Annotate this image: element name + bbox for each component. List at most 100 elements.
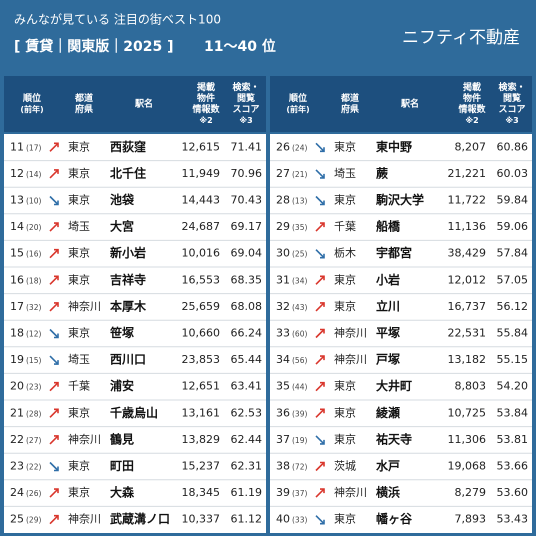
rank: 29: [276, 220, 290, 233]
trend-arrow-head: [320, 253, 325, 259]
previous-rank: (16): [26, 250, 41, 259]
previous-rank: (12): [26, 330, 41, 339]
score: 63.41: [231, 380, 263, 393]
prefecture: 神奈川: [68, 512, 101, 526]
score: 53.66: [497, 460, 529, 473]
prefecture: 東京: [68, 193, 90, 207]
trend-arrow: [315, 275, 325, 285]
previous-rank: (20): [26, 223, 41, 232]
rank: 15: [10, 247, 24, 260]
listings: 13,829: [182, 433, 221, 446]
score: 60.03: [497, 167, 529, 180]
rank: 19: [10, 353, 24, 366]
prefecture: 東京: [334, 405, 356, 419]
trend-arrow-head: [320, 200, 325, 206]
previous-rank: (29): [26, 516, 41, 525]
prefecture: 東京: [334, 272, 356, 286]
prefecture: 栃木: [334, 246, 356, 260]
trend-arrow: [49, 169, 59, 179]
station: 千歳烏山: [110, 405, 158, 420]
previous-rank: (60): [292, 330, 307, 339]
station: 町田: [110, 459, 134, 473]
previous-rank: (19): [292, 436, 307, 445]
column-header: 府県: [341, 103, 359, 115]
previous-rank: (37): [292, 489, 307, 498]
rank: 14: [10, 220, 24, 233]
trend-arrow-head: [54, 514, 59, 520]
trend-arrow-head: [54, 333, 59, 339]
trend-arrow-head: [54, 435, 59, 440]
column-header: 閲覧: [503, 92, 521, 104]
listings: 19,068: [448, 460, 487, 473]
listings: 10,016: [182, 247, 221, 260]
score: 53.60: [497, 486, 529, 499]
trend-arrow: [315, 435, 325, 445]
trend-arrow-head: [54, 275, 59, 281]
trend-arrow-head: [54, 466, 59, 472]
previous-rank: (33): [292, 516, 307, 525]
prefecture: 東京: [68, 459, 90, 473]
previous-rank: (18): [26, 276, 41, 285]
score: 53.84: [497, 406, 529, 419]
prefecture: 埼玉: [68, 352, 90, 366]
prefecture: 千葉: [334, 219, 356, 233]
prefecture: 茨城: [334, 459, 356, 473]
previous-rank: (34): [292, 276, 307, 285]
listings: 11,306: [448, 433, 487, 446]
trend-arrow: [49, 142, 59, 152]
listings: 7,893: [455, 513, 487, 526]
edition: [ 賃貸｜関東版｜2025 ]: [14, 38, 174, 55]
rank: 22: [10, 433, 24, 446]
previous-rank: (10): [26, 197, 41, 206]
trend-arrow-head: [54, 488, 59, 494]
rank: 16: [10, 273, 24, 286]
station: 浦安: [110, 378, 134, 393]
trend-arrow: [315, 382, 325, 392]
trend-arrow: [49, 435, 59, 445]
trend-arrow-head: [54, 381, 59, 387]
column-header: 順位: [288, 92, 307, 104]
trend-arrow: [49, 355, 59, 365]
rank: 18: [10, 327, 24, 340]
rank: 39: [276, 486, 290, 499]
rank: 31: [276, 273, 290, 286]
listings: 12,615: [182, 140, 221, 153]
column-header: (前年): [286, 104, 309, 114]
listings: 13,161: [182, 406, 221, 419]
column-header: (前年): [20, 104, 43, 114]
prefecture: 東京: [68, 485, 90, 499]
score: 66.24: [231, 327, 263, 340]
column-header: 府県: [75, 103, 93, 115]
trend-arrow-head: [320, 328, 325, 334]
score: 54.20: [497, 380, 529, 393]
listings: 12,651: [182, 380, 221, 393]
listings: 11,722: [448, 194, 487, 207]
trend-arrow-head: [320, 302, 325, 307]
trend-arrow-head: [320, 461, 325, 467]
table-header: [4, 76, 266, 132]
trend-arrow-head: [320, 381, 325, 387]
listings: 15,237: [182, 460, 221, 473]
station: 西荻窪: [110, 139, 146, 154]
previous-rank: (27): [26, 436, 41, 445]
trend-arrow: [49, 488, 59, 498]
score: 59.84: [497, 194, 529, 207]
listings: 8,207: [455, 140, 487, 153]
rank: 26: [276, 140, 290, 153]
listings: 10,725: [448, 406, 487, 419]
trend-arrow: [315, 461, 325, 472]
prefecture: 東京: [68, 139, 90, 153]
trend-arrow-head: [54, 142, 59, 148]
station: 小岩: [376, 272, 400, 287]
previous-rank: (14): [26, 170, 41, 179]
column-header: 情報数: [457, 103, 486, 115]
trend-arrow: [49, 515, 59, 525]
trend-arrow-head: [54, 408, 59, 414]
trend-arrow-head: [320, 439, 325, 445]
trend-arrow: [315, 408, 325, 418]
logo: ニフティ不動産: [402, 28, 520, 48]
rank: 32: [276, 300, 290, 313]
trend-arrow: [315, 515, 325, 525]
rank: 24: [10, 486, 24, 499]
station: 鶴見: [110, 431, 134, 446]
